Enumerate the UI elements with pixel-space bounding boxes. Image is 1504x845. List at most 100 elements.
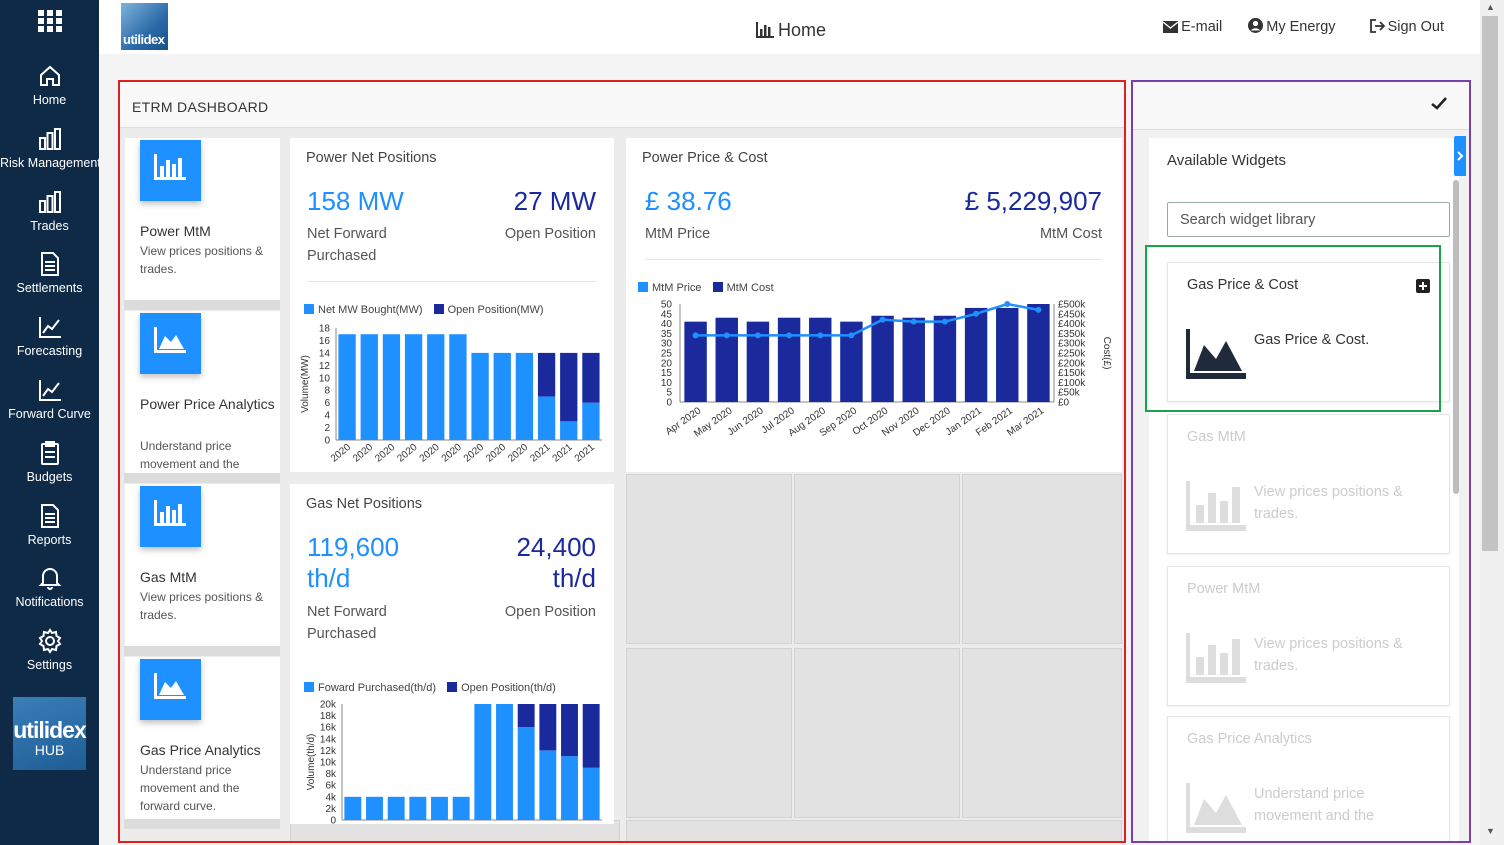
y2-tick-label: £400k — [1058, 319, 1086, 330]
bell-icon — [38, 568, 61, 590]
widget-card-gas-price-cost[interactable]: Gas Price & Cost Gas Price & Cost. — [1167, 262, 1450, 402]
line-point — [1004, 301, 1011, 307]
add-widget-icon[interactable] — [1416, 279, 1430, 293]
chart-legend: MtM Price MtM Cost — [638, 282, 774, 294]
sign-out-icon — [1369, 19, 1385, 33]
tile-gas-mtm[interactable]: Gas MtM View prices positions & trades. — [124, 484, 280, 646]
bar — [493, 352, 511, 440]
empty-grid-cell — [626, 648, 792, 818]
mtm-cost-kpi: £ 5,229,907 — [964, 186, 1102, 216]
sidebar-item-reports[interactable]: Reports — [0, 503, 99, 563]
bar — [582, 767, 600, 820]
scroll-down-arrow[interactable]: ▼ — [1486, 826, 1495, 836]
line-point — [848, 332, 855, 339]
y-tick-label: 0 — [324, 436, 330, 447]
sidebar-item-label: Home — [32, 93, 67, 107]
sidebar-item-trades[interactable]: Trades — [0, 189, 99, 249]
bar — [561, 756, 578, 820]
area-chart-icon — [154, 327, 186, 353]
bar — [515, 352, 534, 440]
y-tick-label: 40 — [661, 319, 673, 330]
power-net-positions-card[interactable]: Power Net Positions 158 MW 27 MW Net For… — [290, 138, 614, 472]
collapse-panel-button[interactable] — [1454, 136, 1466, 176]
line-point — [692, 332, 699, 339]
y-tick-label: 0 — [330, 816, 336, 825]
sidebar-item-forward-curve[interactable]: Forward Curve — [0, 377, 99, 437]
bar — [517, 727, 535, 820]
bar-chart-icon — [38, 191, 61, 213]
price-line — [695, 302, 1039, 337]
page-scroll-thumb[interactable] — [1482, 16, 1498, 551]
bar-chart-icon — [154, 154, 186, 180]
bar — [409, 796, 427, 820]
chart-legend: Foward Purchased(th/d) Open Position(th/… — [304, 682, 556, 694]
y2-tick-label: £350k — [1058, 329, 1086, 340]
y2-tick-label: £0 — [1058, 398, 1070, 409]
sidebar-item-budgets[interactable]: Budgets — [0, 440, 99, 500]
y-tick-label: 25 — [661, 349, 673, 360]
chevron-right-icon — [1457, 151, 1464, 161]
my-energy-link[interactable]: My Energy — [1248, 18, 1336, 35]
bar-chart-icon — [756, 22, 774, 38]
selected-widget-highlight — [1145, 245, 1441, 412]
bar — [404, 334, 423, 440]
line-chart-icon — [38, 380, 61, 401]
sidebar-item-settings[interactable]: Settings — [0, 628, 99, 688]
bar — [366, 796, 383, 820]
y-tick-label: 16 — [319, 336, 331, 347]
x-tick-label: 2020 — [484, 442, 508, 465]
y-tick-label: 50 — [661, 300, 673, 311]
empty-grid-cell — [794, 474, 960, 644]
power-price-cost-card[interactable]: Power Price & Cost £ 38.76 £ 5,229,907 M… — [626, 138, 1122, 472]
bar — [539, 704, 557, 751]
sidebar-item-home[interactable]: Home — [0, 63, 99, 123]
area-chart-icon — [1186, 329, 1246, 379]
widget-card-gas-mtm[interactable]: Gas MtM View prices positions & trades. — [1167, 414, 1450, 554]
tile-separator — [124, 300, 280, 310]
bar — [933, 315, 957, 402]
dashboard-header: ETRM DASHBOARD — [120, 82, 1124, 128]
bar — [427, 334, 445, 440]
tile-power-price-analytics[interactable]: Power Price Analytics Understand price m… — [124, 311, 280, 473]
sign-out-link[interactable]: Sign Out — [1369, 19, 1444, 35]
widgets-panel-header — [1133, 82, 1469, 130]
search-widget-input[interactable] — [1167, 202, 1450, 237]
bar — [382, 334, 401, 440]
line-point — [1035, 306, 1042, 313]
sidebar-item-notifications[interactable]: Notifications — [0, 565, 99, 625]
widgets-scrollbar[interactable] — [1453, 180, 1459, 494]
sidebar-item-label: Settings — [26, 658, 73, 672]
scroll-up-arrow[interactable]: ▲ — [1486, 2, 1495, 12]
widget-card-power-mtm[interactable]: Power MtM View prices positions & trades… — [1167, 566, 1450, 706]
tile-gas-price-analytics[interactable]: Gas Price Analytics Understand price mov… — [124, 657, 280, 819]
sidebar-item-label: Reports — [27, 533, 72, 547]
area-chart-icon — [1186, 783, 1246, 833]
y-tick-label: 18k — [320, 711, 337, 722]
utilidex-logo[interactable]: utilidex — [121, 3, 168, 50]
sidebar-item-settlements[interactable]: Settlements — [0, 251, 99, 311]
checkmark-icon[interactable] — [1431, 97, 1447, 110]
dashboard-title: ETRM DASHBOARD — [132, 99, 269, 115]
widget-card-gas-price-analytics[interactable]: Gas Price Analytics Understand price mov… — [1167, 716, 1450, 841]
x-tick-label: 2021 — [573, 442, 597, 465]
y-tick-label: 20 — [661, 358, 673, 369]
y2-tick-label: £450k — [1058, 309, 1086, 320]
bar — [517, 704, 535, 728]
sidebar-item-forecasting[interactable]: Forecasting — [0, 314, 99, 374]
tile-icon-box — [140, 486, 201, 547]
email-link[interactable]: E-mail — [1162, 19, 1222, 35]
x-tick-label: 2020 — [395, 442, 419, 465]
y-tick-label: 2 — [324, 423, 330, 434]
mtm-price-kpi: £ 38.76 — [645, 186, 732, 216]
gas-net-positions-card[interactable]: Gas Net Positions 119,600 th/d 24,400 th… — [290, 484, 614, 824]
x-tick-label: 2020 — [418, 442, 442, 465]
sidebar-item-label: Settlements — [16, 281, 83, 295]
sidebar-item-label: Forecasting — [16, 344, 83, 358]
sidebar-item-risk-management[interactable]: Risk Management — [0, 126, 101, 186]
legend-item: Open Position(MW) — [447, 304, 544, 316]
y-tick-label: 14k — [320, 734, 337, 745]
tile-separator — [124, 473, 280, 483]
grid-menu-icon[interactable] — [38, 10, 62, 32]
utilidex-hub-logo[interactable]: utilidex HUB — [13, 697, 87, 770]
tile-power-mtm[interactable]: Power MtM View prices positions & trades… — [124, 138, 280, 300]
